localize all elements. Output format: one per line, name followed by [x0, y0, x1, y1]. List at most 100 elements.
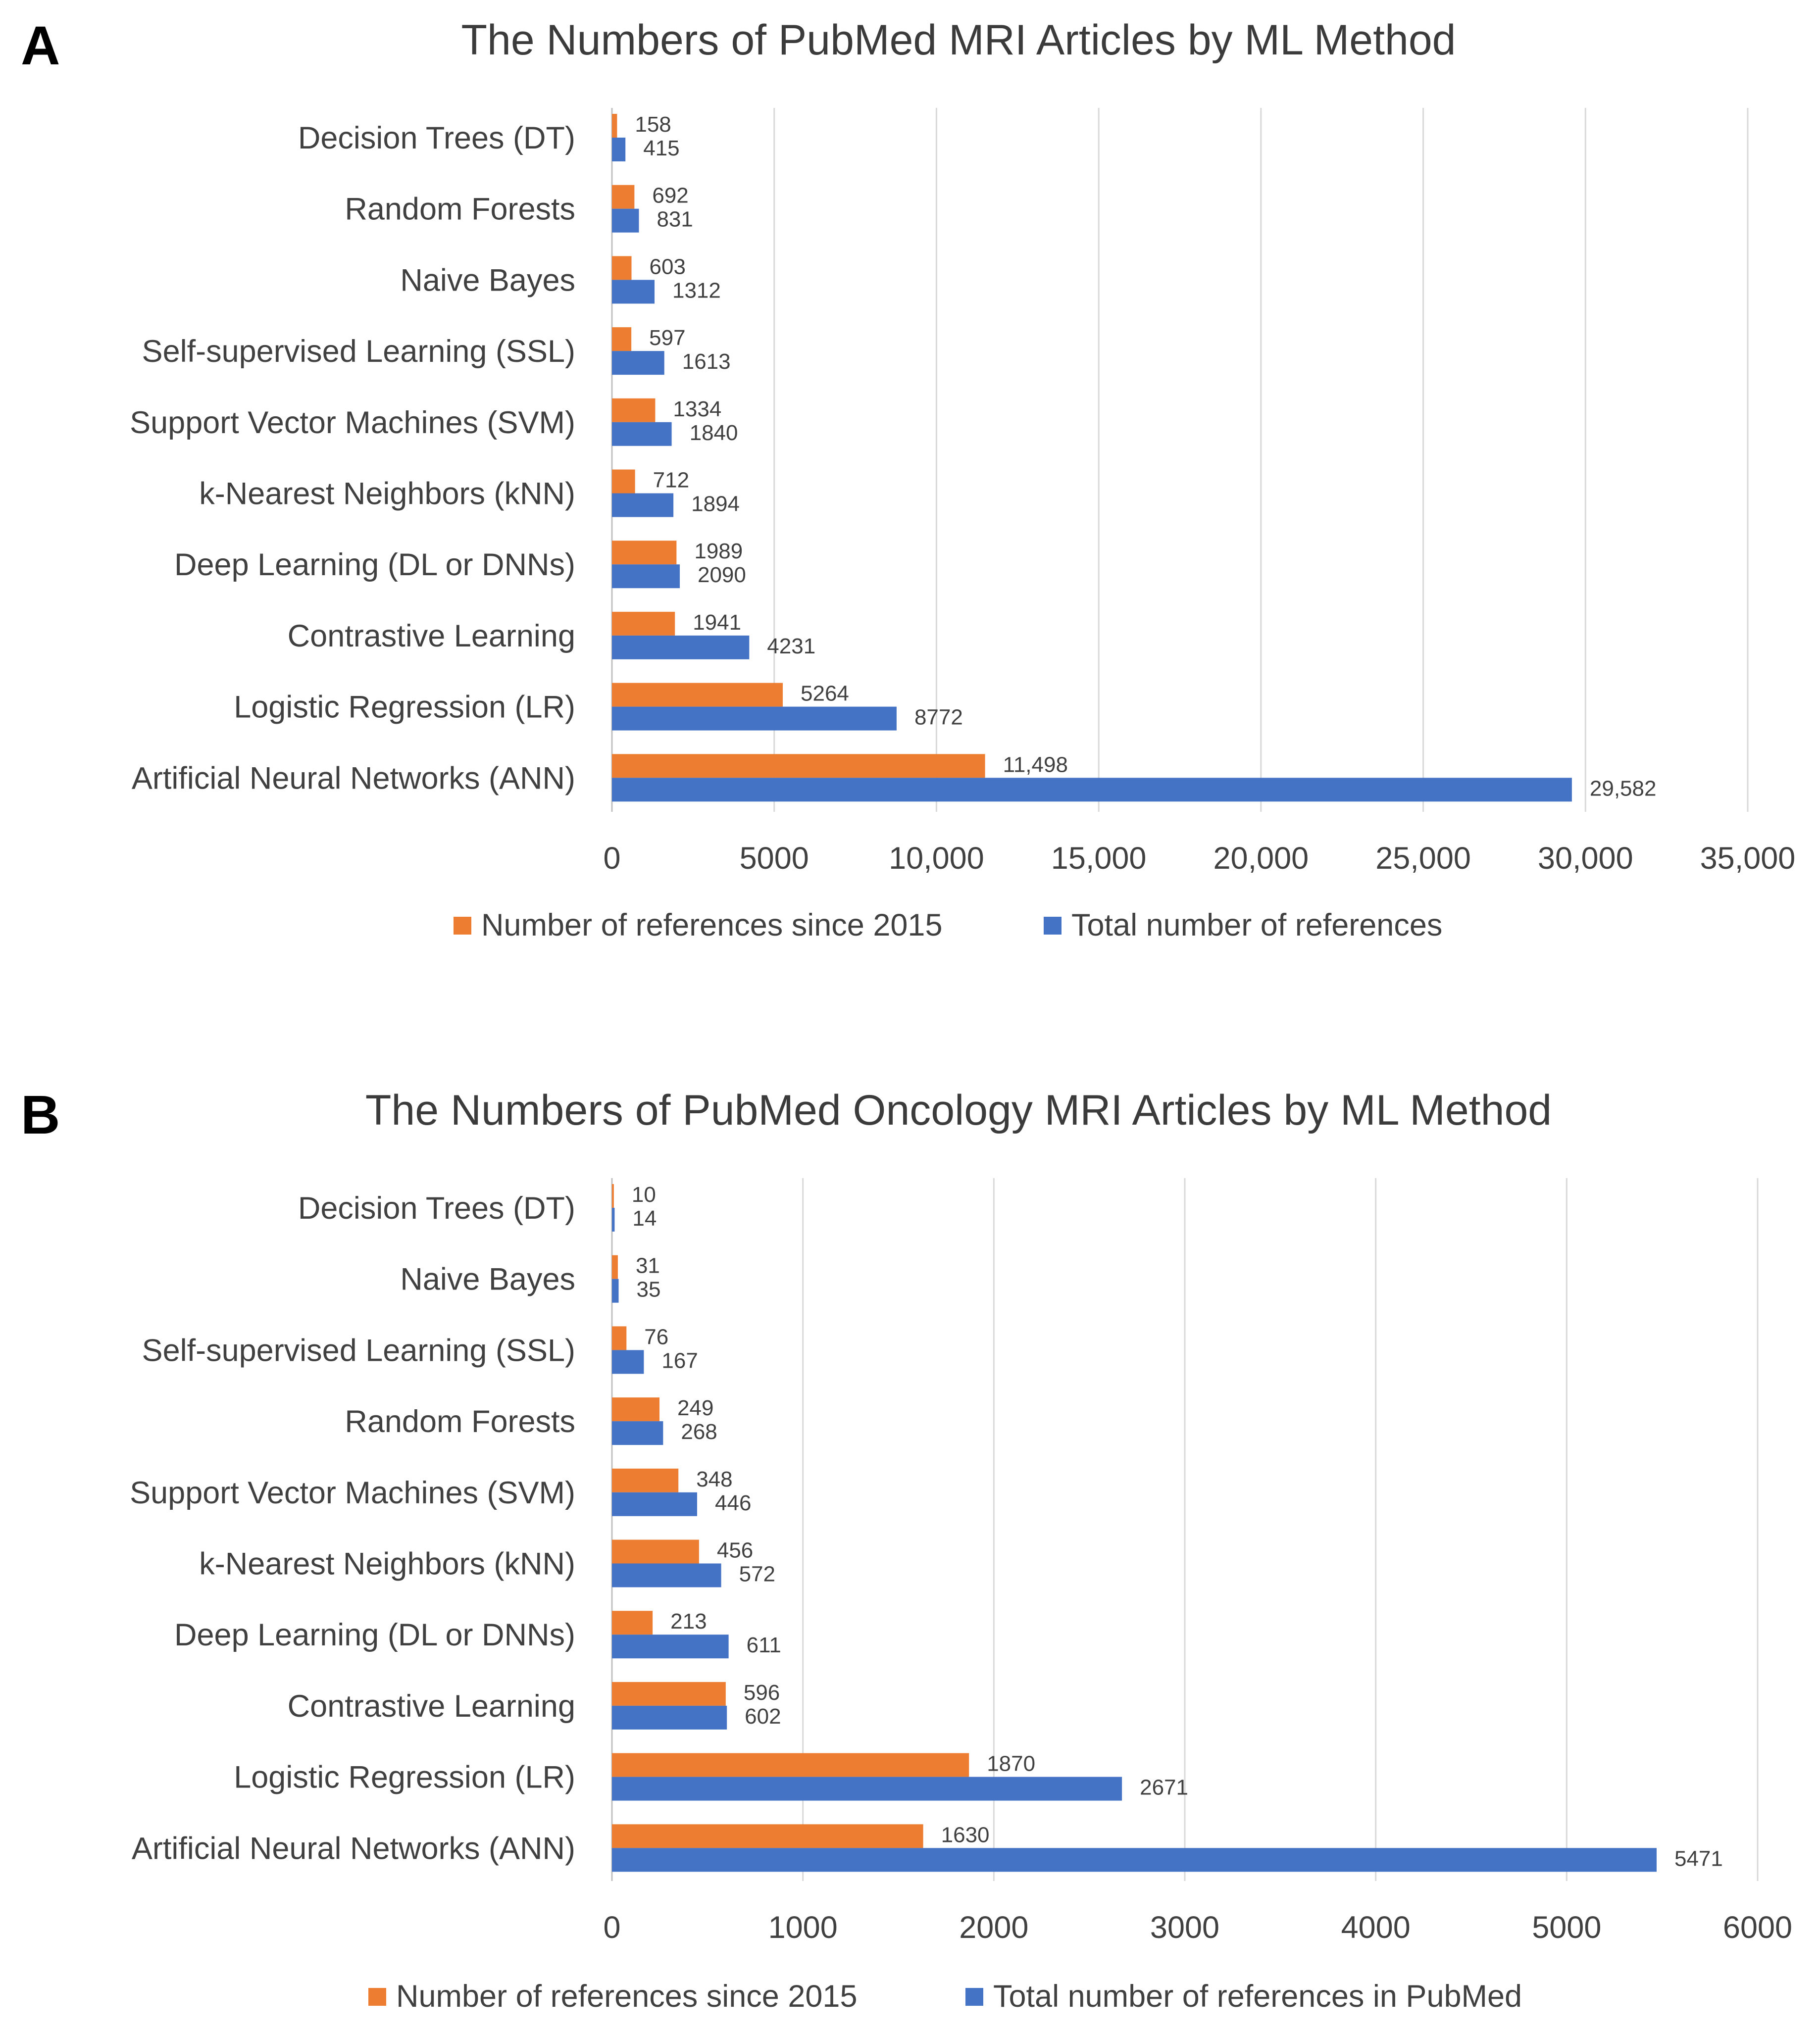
panel-a-legend-swatch-since-2015 — [454, 917, 471, 935]
panel-a-bar-since-2015 — [612, 683, 783, 707]
panel-b-bar-since-2015 — [612, 1397, 660, 1422]
panel-b-category-label: Random Forests — [345, 1404, 575, 1439]
panel-a-data-label-total: 1894 — [691, 492, 740, 516]
panel-a-legend-label-total: Total number of references — [1071, 908, 1442, 942]
panel-b-bar-total — [612, 1208, 615, 1232]
panel-b-bar-total — [612, 1777, 1122, 1801]
panel-a-bar-total — [612, 706, 897, 731]
panel-a-tick-label: 0 — [603, 841, 620, 876]
panel-b-bar-total — [612, 1563, 721, 1587]
panel-a-bar-total — [612, 280, 655, 304]
panel-b-tick-label: 1000 — [768, 1910, 838, 1945]
panel-a-chart: A The Numbers of PubMed MRI Articles by … — [21, 15, 1795, 942]
panel-b-tick-label: 3000 — [1150, 1910, 1219, 1945]
panel-a-bar-total — [612, 564, 680, 589]
panel-a-tick-label: 5000 — [740, 841, 809, 876]
panel-a-bar-since-2015 — [612, 185, 635, 209]
panel-a-bar-total — [612, 208, 639, 233]
panel-b-category-label: Deep Learning (DL or DNNs) — [174, 1618, 575, 1652]
panel-a-data-label-total: 1613 — [682, 349, 731, 374]
panel-b-bar-since-2015 — [612, 1326, 627, 1350]
panel-a-data-label-since-2015: 1989 — [694, 539, 743, 563]
panel-a-category-label: Random Forests — [345, 192, 575, 227]
panel-b-category-label: Decision Trees (DT) — [298, 1191, 575, 1226]
panel-a-tick-label: 20,000 — [1213, 841, 1309, 876]
panel-a-tick-label: 10,000 — [889, 841, 984, 876]
panel-b-bar-since-2015 — [612, 1184, 614, 1208]
panel-a-letter: A — [21, 15, 60, 76]
panel-b-category-label: Naive Bayes — [400, 1262, 575, 1297]
panel-b-bar-total — [612, 1421, 663, 1445]
panel-a-data-label-total: 2090 — [698, 563, 746, 587]
panel-a-bar-total — [612, 493, 674, 517]
panel-a-data-label-total: 831 — [657, 207, 693, 232]
panel-a-bar-since-2015 — [612, 541, 677, 565]
panel-b-data-label-since-2015: 1870 — [987, 1752, 1035, 1776]
panel-a-bar-since-2015 — [612, 611, 675, 636]
panel-a-data-label-since-2015: 1334 — [673, 397, 721, 421]
panel-b-data-label-total: 2671 — [1140, 1776, 1188, 1800]
panel-a-category-label: Contrastive Learning — [288, 619, 575, 653]
panel-a-data-label-total: 4231 — [767, 634, 815, 658]
panel-a-tick-label: 30,000 — [1538, 841, 1633, 876]
panel-b-data-label-since-2015: 456 — [717, 1538, 753, 1563]
panel-b-legend-label-total: Total number of references in PubMed — [993, 1979, 1522, 2014]
panel-a-data-label-since-2015: 597 — [649, 326, 685, 350]
panel-a-category-label: Artificial Neural Networks (ANN) — [132, 761, 575, 795]
panel-b-tick-label: 4000 — [1341, 1910, 1411, 1945]
panel-b-bar-since-2015 — [612, 1824, 923, 1848]
panel-b-data-label-total: 572 — [739, 1562, 775, 1586]
panel-a-category-label: Logistic Regression (LR) — [234, 690, 575, 725]
panel-b-tick-label: 0 — [603, 1910, 620, 1945]
panel-b-legend-swatch-total — [965, 1988, 983, 2006]
panel-b-data-label-total: 611 — [747, 1633, 781, 1657]
panel-b-category-label: Artificial Neural Networks (ANN) — [132, 1831, 575, 1866]
panel-a-gridlines — [611, 108, 1749, 812]
panel-b-category-labels: Decision Trees (DT) Naive Bayes Self-super… — [130, 1191, 575, 1866]
panel-a-data-label-total: 1840 — [690, 421, 738, 445]
panel-a-legend-swatch-total — [1044, 917, 1062, 935]
panel-a-data-label-since-2015: 603 — [650, 254, 686, 279]
panel-b-data-label-since-2015: 31 — [636, 1254, 660, 1278]
panel-a-data-label-since-2015: 1941 — [693, 610, 741, 635]
panel-a-data-label-total: 29,582 — [1590, 776, 1657, 800]
panel-a-data-label-total: 1312 — [672, 278, 721, 302]
panel-b-tick-label: 6000 — [1723, 1910, 1792, 1945]
panel-a-data-label-since-2015: 712 — [653, 468, 689, 493]
panel-a-title: The Numbers of PubMed MRI Articles by ML… — [461, 16, 1456, 64]
panel-b-bar-since-2015 — [612, 1468, 679, 1492]
panel-a-bar-since-2015 — [612, 754, 985, 778]
panel-b-data-label-total: 5471 — [1674, 1846, 1723, 1871]
panel-b-data-label-since-2015: 1630 — [941, 1823, 990, 1847]
panel-b-tick-label: 5000 — [1532, 1910, 1601, 1945]
panel-b-tick-label: 2000 — [959, 1910, 1028, 1945]
panel-a-legend-label-since-2015: Number of references since 2015 — [481, 908, 943, 942]
panel-a-bar-since-2015 — [612, 256, 632, 280]
panel-b-category-label: Contrastive Learning — [288, 1689, 575, 1724]
panel-a-legend: Number of references since 2015 Total nu… — [454, 908, 1442, 942]
panel-b-bar-total — [612, 1279, 619, 1303]
panel-a-data-label-since-2015: 5264 — [801, 682, 849, 706]
panel-b-bar-total — [612, 1492, 698, 1516]
panel-b-data-label-since-2015: 596 — [744, 1681, 780, 1705]
panel-a-data-label-total: 415 — [643, 136, 679, 160]
panel-a-bar-since-2015 — [612, 114, 617, 138]
panel-a-category-label: Self-supervised Learning (SSL) — [142, 334, 575, 369]
panel-b-data-label-total: 14 — [632, 1206, 657, 1231]
panel-b-category-label: Support Vector Machines (SVM) — [130, 1476, 575, 1510]
panel-b-bar-total — [612, 1848, 1657, 1872]
panel-b-tick-labels: 0 1000 2000 3000 4000 5000 6000 — [603, 1910, 1792, 1945]
panel-b-data-label-since-2015: 213 — [670, 1609, 707, 1634]
panel-a-bar-total — [612, 778, 1572, 802]
panel-b-data-label-total: 167 — [661, 1348, 698, 1373]
panel-b-data-label-since-2015: 76 — [644, 1325, 668, 1349]
panel-a-bar-total — [612, 351, 664, 375]
panel-a-data-label-total: 8772 — [914, 705, 963, 730]
panel-b-data-label-since-2015: 249 — [677, 1396, 713, 1420]
panel-a-tick-label: 35,000 — [1700, 841, 1796, 876]
panel-b-letter: B — [21, 1085, 60, 1145]
panel-a-category-label: Naive Bayes — [400, 263, 575, 297]
panel-a-bar-since-2015 — [612, 398, 656, 422]
